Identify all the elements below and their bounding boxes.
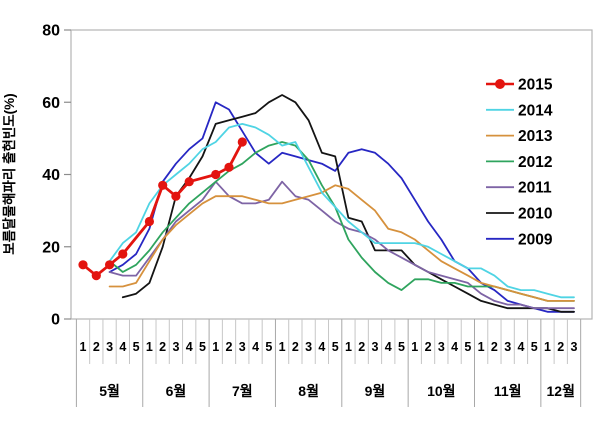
week-label: 3	[239, 340, 246, 354]
data-point-marker	[105, 260, 115, 270]
data-point-marker	[78, 260, 88, 270]
data-point-marker	[224, 162, 234, 172]
data-point-marker	[184, 177, 194, 187]
y-axis: 0 20 40 60 80	[42, 23, 71, 329]
month-label: 6월	[166, 383, 187, 399]
month-label: 7월	[232, 383, 253, 399]
week-label: 5	[199, 340, 206, 354]
week-label: 2	[226, 340, 233, 354]
week-label: 1	[212, 340, 219, 354]
month-label: 8월	[298, 383, 319, 399]
week-label: 5	[398, 340, 405, 354]
data-point-marker	[118, 249, 128, 259]
y-tick-label: 0	[51, 312, 60, 329]
legend-item-2014: 2014	[486, 102, 553, 119]
week-label: 2	[93, 340, 100, 354]
week-label: 4	[385, 340, 392, 354]
week-label: 5	[464, 340, 471, 354]
week-label: 2	[159, 340, 166, 354]
series-2015	[78, 137, 247, 281]
week-label: 3	[305, 340, 312, 354]
data-point-marker	[158, 180, 168, 190]
y-tick-label: 80	[42, 23, 60, 40]
legend: 2015 2014 2013 2012 2011 2010 2009	[486, 77, 553, 248]
data-point-marker	[211, 169, 221, 180]
legend-item-2009: 2009	[486, 231, 553, 248]
series-2009	[108, 101, 575, 313]
month-label: 9월	[365, 383, 386, 399]
y-tick-label: 60	[42, 95, 60, 112]
week-label: 5	[531, 340, 538, 354]
week-label: 2	[491, 340, 498, 354]
month-label: 12월	[547, 383, 575, 399]
legend-label: 2011	[518, 180, 552, 197]
week-label: 3	[571, 340, 578, 354]
week-label: 3	[106, 340, 113, 354]
week-label: 1	[345, 340, 352, 354]
data-point-marker	[171, 191, 181, 201]
legend-label: 2012	[518, 154, 552, 171]
week-label: 2	[425, 340, 432, 354]
week-label: 3	[371, 340, 378, 354]
legend-item-2015: 2015	[486, 77, 553, 94]
legend-item-2011: 2011	[486, 180, 552, 197]
legend-label: 2014	[518, 102, 553, 119]
legend-label: 2010	[518, 206, 552, 223]
week-label: 2	[557, 340, 564, 354]
week-label: 5	[265, 340, 272, 354]
legend-marker	[495, 79, 505, 89]
week-label: 3	[172, 340, 179, 354]
legend-label: 2015	[518, 77, 553, 94]
data-point-marker	[144, 216, 154, 227]
week-label: 1	[80, 340, 87, 354]
week-label: 1	[478, 340, 485, 354]
week-label: 4	[252, 340, 259, 354]
legend-item-2012: 2012	[486, 154, 552, 171]
month-label: 11월	[494, 383, 522, 399]
y-axis-title: 보름달물해파리 출현빈도(%)	[1, 93, 17, 254]
week-label: 2	[358, 340, 365, 354]
week-label: 3	[504, 340, 511, 354]
week-label: 4	[119, 340, 126, 354]
series-2014	[108, 123, 575, 299]
week-label: 3	[438, 340, 445, 354]
week-label: 5	[133, 340, 140, 354]
week-label: 4	[517, 340, 524, 354]
data-point-marker	[91, 271, 101, 281]
data-point-marker	[237, 137, 247, 147]
week-label: 2	[292, 340, 299, 354]
week-label: 1	[146, 340, 153, 354]
legend-label: 2013	[518, 128, 553, 145]
week-label: 4	[451, 340, 458, 354]
legend-item-2010: 2010	[486, 206, 552, 223]
week-label: 5	[332, 340, 339, 354]
week-label: 1	[544, 340, 551, 354]
legend-item-2013: 2013	[486, 128, 553, 145]
legend-label: 2009	[518, 231, 553, 248]
series-2013	[108, 184, 575, 302]
month-label: 5월	[99, 383, 120, 399]
y-tick-label: 20	[42, 239, 60, 256]
week-label: 1	[411, 340, 418, 354]
week-label: 1	[279, 340, 286, 354]
month-label: 10월	[427, 383, 455, 399]
series-2010	[121, 94, 575, 313]
y-tick-label: 40	[42, 167, 60, 184]
week-label: 4	[318, 340, 325, 354]
week-label: 4	[186, 340, 193, 354]
plot-box	[70, 29, 593, 320]
